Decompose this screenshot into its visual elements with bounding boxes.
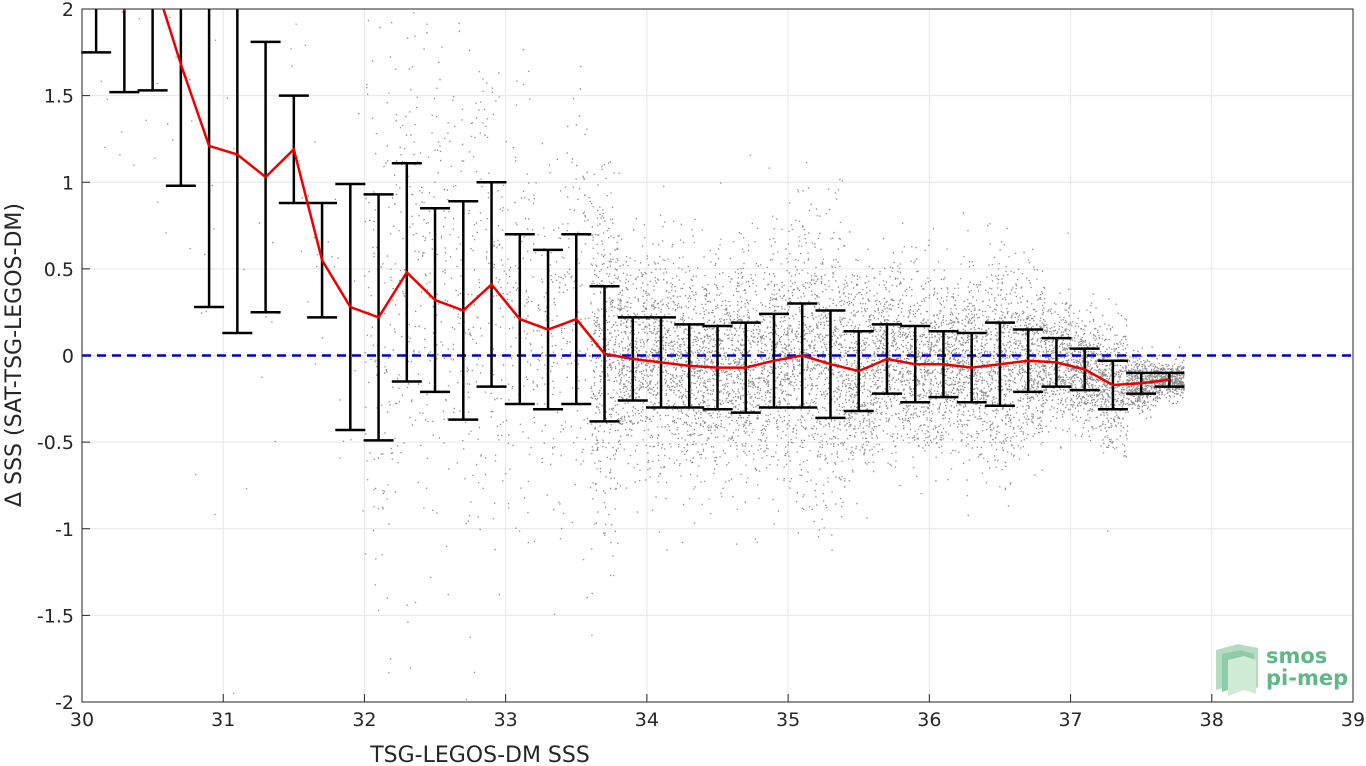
y-tick-label: -1.5	[37, 605, 74, 627]
y-tick-label: -2	[55, 692, 74, 714]
y-tick-label: 0	[62, 346, 74, 368]
logo-waves-icon	[1216, 644, 1258, 696]
error-bar	[1154, 371, 1185, 388]
x-ticks: 30 31 32 33 34 35 36 37 38 39	[70, 694, 1365, 731]
x-axis-label: TSG-LEGOS-DM SSS	[369, 743, 590, 766]
y-tick-label: 0.5	[44, 259, 74, 281]
error-bar	[222, 9, 253, 335]
y-axis-label: Δ SSS (SAT-TSG-LEGOS-DM)	[2, 203, 27, 507]
x-tick-label: 35	[776, 709, 800, 731]
x-tick-label: 32	[352, 709, 376, 731]
error-bar	[81, 9, 112, 54]
x-tick-label: 36	[917, 709, 941, 731]
y-tick-label: -0.5	[37, 432, 74, 454]
y-tick-label: 2	[62, 0, 74, 21]
error-bar	[165, 9, 196, 187]
error-bar	[194, 9, 225, 309]
y-tick-label: -1	[55, 519, 74, 541]
x-tick-label: 38	[1200, 709, 1224, 731]
x-tick-label: 39	[1341, 709, 1365, 731]
x-tick-label: 37	[1058, 709, 1082, 731]
x-tick-label: 33	[494, 709, 518, 731]
error-bar	[109, 9, 140, 94]
logo-line1: smos	[1266, 644, 1327, 668]
x-tick-label: 34	[635, 709, 659, 731]
x-tick-label: 30	[70, 709, 94, 731]
logo-line2: pi-mep	[1266, 666, 1348, 690]
y-tick-label: 1.5	[44, 86, 74, 108]
mean-line	[122, 9, 1170, 387]
x-tick-label: 31	[211, 709, 235, 731]
y-tick-label: 1	[62, 172, 74, 194]
error-bar	[137, 9, 168, 92]
smos-pi-mep-logo: smos pi-mep	[1216, 644, 1348, 696]
y-ticks: -2 -1.5 -1 -0.5 0 0.5 1 1.5 2	[37, 0, 90, 714]
